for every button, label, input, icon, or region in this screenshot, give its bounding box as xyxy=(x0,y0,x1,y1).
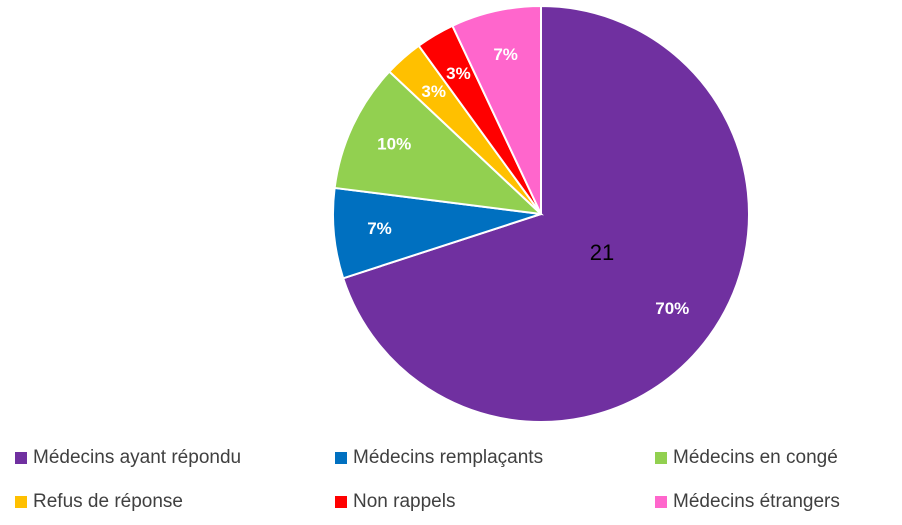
data-label: 70% xyxy=(655,299,689,318)
data-label: 3% xyxy=(421,82,446,101)
legend-swatch xyxy=(655,496,667,508)
legend-label: Médecins remplaçants xyxy=(353,447,543,468)
legend-swatch xyxy=(655,452,667,464)
legend-label: Médecins ayant répondu xyxy=(33,447,241,468)
legend-label: Refus de réponse xyxy=(33,491,183,512)
data-label: 3% xyxy=(446,64,471,83)
pie-slice xyxy=(333,70,544,216)
legend-swatch xyxy=(335,496,347,508)
data-label: 7% xyxy=(493,45,518,64)
pie-slice xyxy=(451,4,542,215)
data-label: 7% xyxy=(367,219,392,238)
legend-swatch xyxy=(15,452,27,464)
legend-label: Médecins en congé xyxy=(673,447,838,468)
legend-swatch xyxy=(335,452,347,464)
annotation: 21 xyxy=(590,240,614,265)
legend-label: Médecins étrangers xyxy=(673,491,840,512)
legend-label: Non rappels xyxy=(353,491,455,512)
data-label: 10% xyxy=(377,134,411,153)
pie-slice xyxy=(341,4,750,423)
legend-swatch xyxy=(15,496,27,508)
